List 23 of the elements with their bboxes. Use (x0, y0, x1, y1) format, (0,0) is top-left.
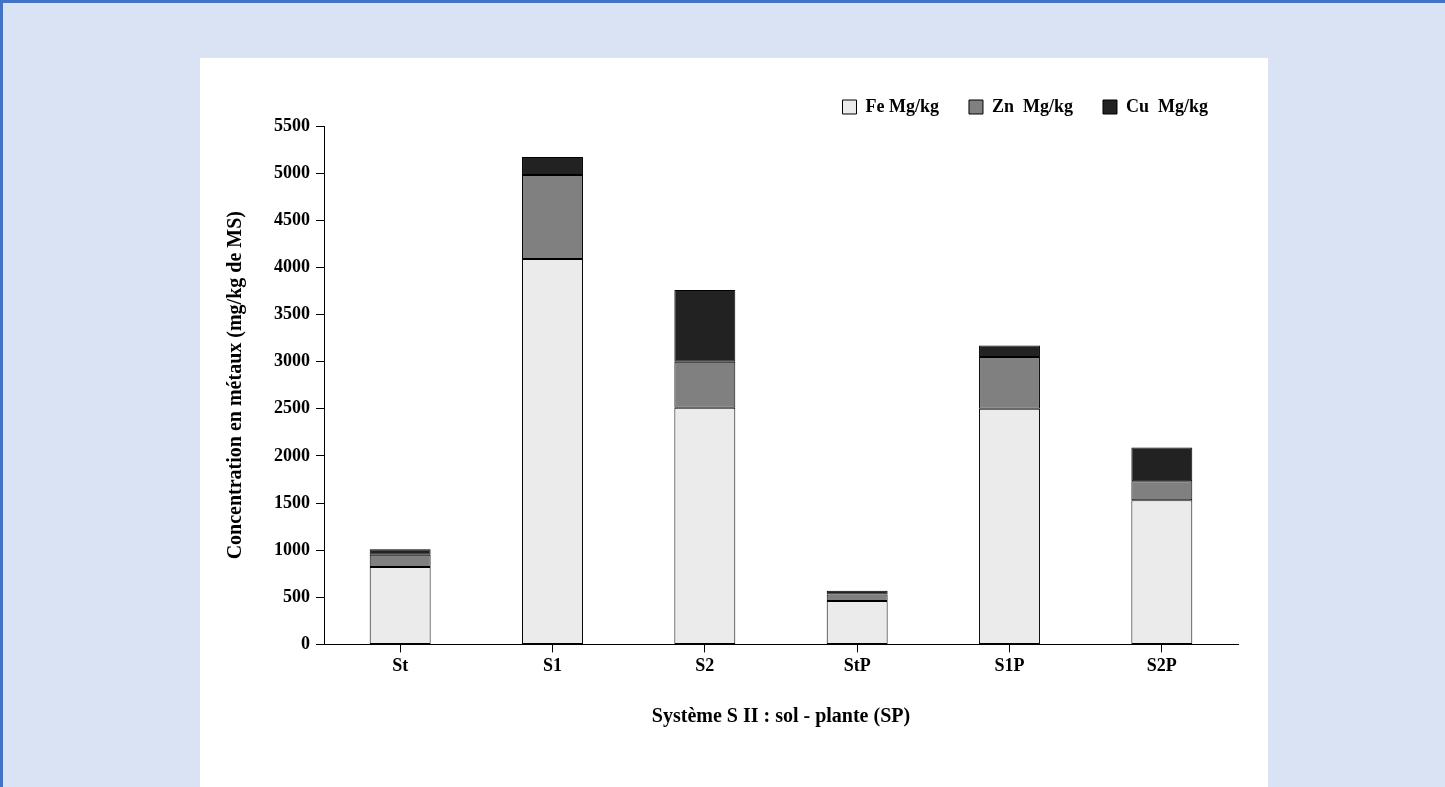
legend-label: Zn Mg/kg (991, 95, 1073, 116)
y-tick-label: 5500 (274, 114, 310, 135)
y-tick-label: 0 (301, 633, 310, 654)
x-tick-label: S1P (994, 654, 1025, 675)
x-tick-label: S1 (542, 654, 563, 675)
y-tick-label: 2000 (274, 444, 310, 465)
x-axis-title: Système S II : sol - plante (SP) (651, 704, 911, 728)
y-tick-label: 4500 (274, 208, 310, 229)
y-tick-label: 3500 (274, 303, 310, 324)
x-tick-label: S2P (1146, 654, 1177, 675)
legend-label: Fe Mg/kg (865, 95, 939, 116)
y-tick-label: 2500 (274, 397, 310, 418)
y-tick-label: 3000 (274, 350, 310, 371)
y-axis-title: Concentration en métaux (mg/kg de MS) (223, 211, 247, 560)
y-tick-label: 1000 (274, 538, 310, 559)
y-tick-label: 1500 (274, 491, 310, 512)
y-tick-label: 4000 (274, 256, 310, 277)
y-tick-label: 5000 (274, 161, 310, 182)
x-tick-label: StP (843, 654, 871, 675)
x-tick-label: St (392, 654, 409, 675)
legend-label: Cu Mg/kg (1125, 95, 1208, 116)
y-tick-label: 500 (283, 585, 310, 606)
x-tick-label: S2 (695, 654, 715, 675)
